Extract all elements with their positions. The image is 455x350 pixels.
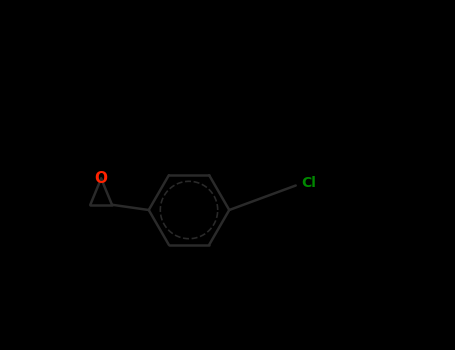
Text: Cl: Cl bbox=[301, 176, 316, 190]
Text: O: O bbox=[95, 171, 108, 186]
